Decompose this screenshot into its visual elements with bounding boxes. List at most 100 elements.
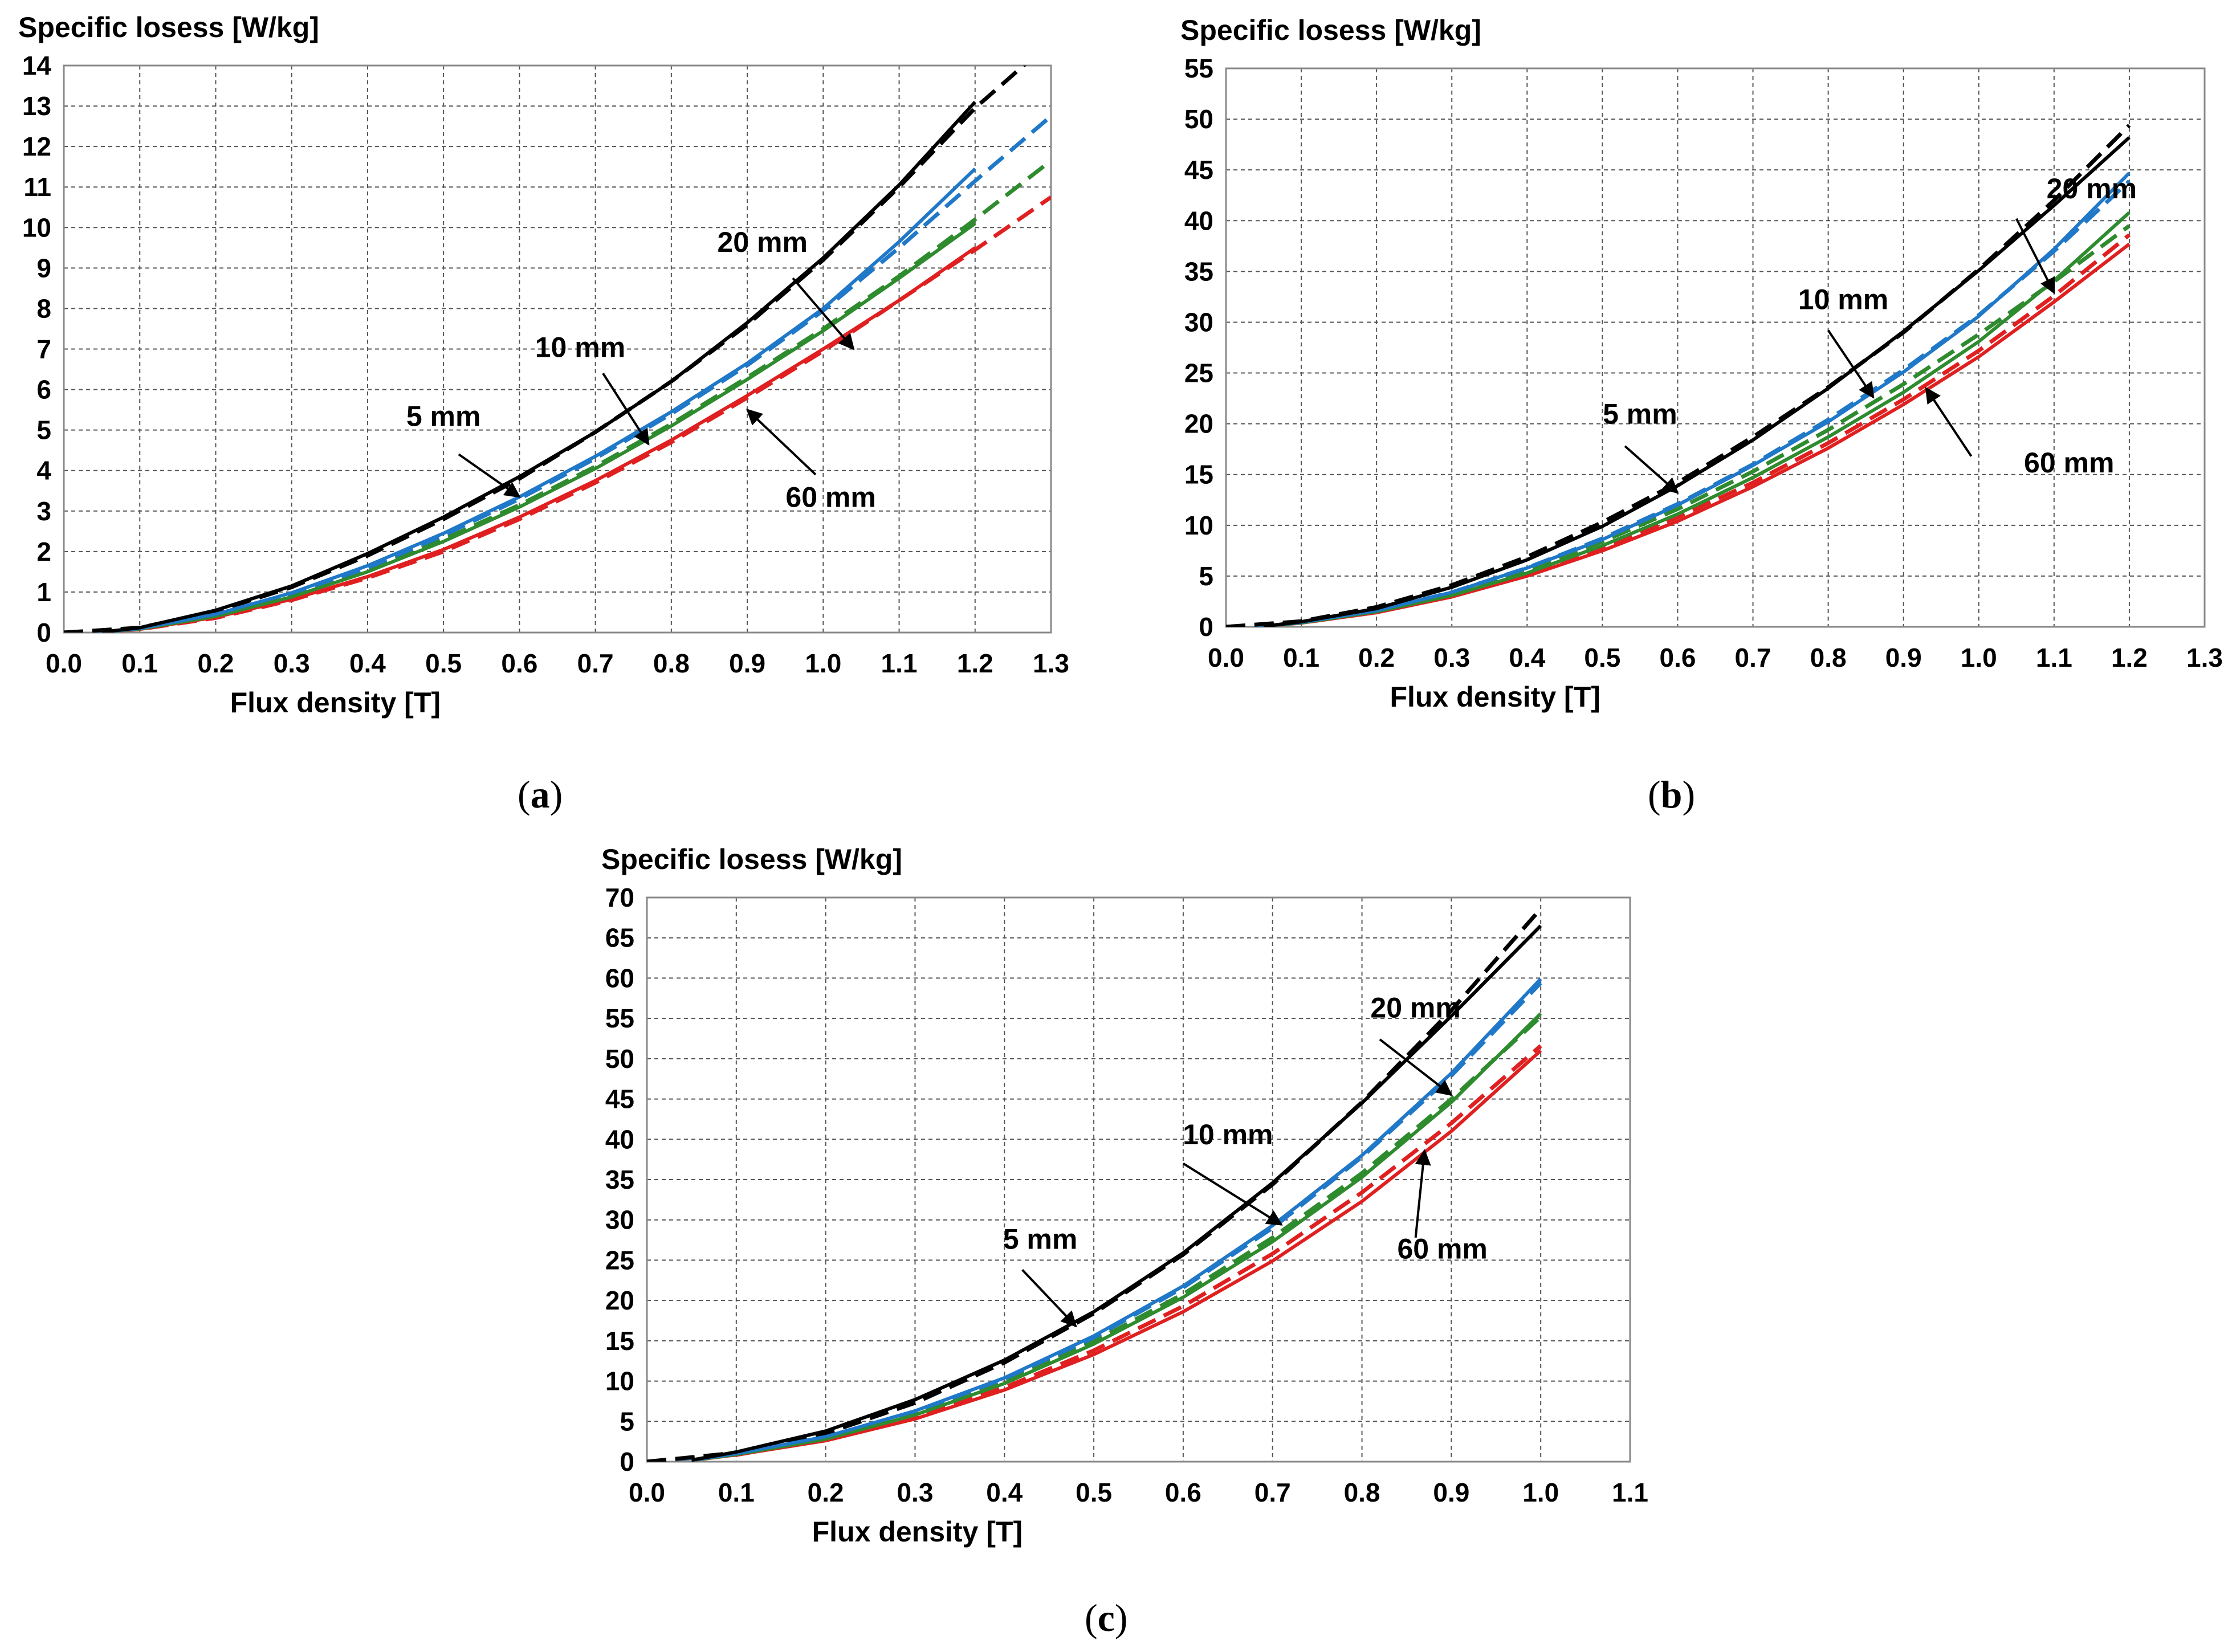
- x-tick-label: 0.5: [425, 648, 462, 678]
- x-tick-label: 0.6: [1165, 1478, 1201, 1507]
- series-line-20-mm-measured: [101, 222, 976, 633]
- chart-panel-b: 0.0 0.1 0.2 0.3 0.4 0.5 0.6 0.7 0.8 0.9 1.0 1.1 1.2 1…: [1180, 14, 2223, 713]
- x-tick-label: 0.9: [729, 648, 765, 678]
- y-tick-label: 13: [22, 91, 51, 121]
- x-tick-label: 1.0: [1522, 1478, 1559, 1507]
- y-tick-label: 55: [605, 1004, 634, 1033]
- x-axis-title: Flux density [T]: [812, 1516, 1023, 1548]
- series-line-5-mm-measured: [691, 924, 1542, 1462]
- panel-caption-a: (a): [518, 773, 563, 816]
- y-tick-label: 3: [36, 496, 51, 526]
- plot-area: [1226, 68, 2205, 627]
- annotation-arrow-60-mm: [746, 409, 817, 476]
- y-tick-label: 25: [605, 1245, 634, 1275]
- series-line-10-mm-measured: [691, 977, 1542, 1462]
- annotation-label-10-mm: 10 mm: [535, 332, 625, 364]
- y-tick-label: 50: [605, 1044, 634, 1074]
- y-tick-label: 30: [605, 1205, 634, 1235]
- x-axis-title: Flux density [T]: [1390, 681, 1600, 713]
- annotation-arrow-20-mm: [2015, 218, 2055, 295]
- series-line-20-mm-calculated: [64, 159, 1051, 633]
- plot-frame: [1225, 67, 2206, 628]
- y-tick-label: 10: [605, 1367, 634, 1396]
- y-tick-label: 70: [605, 883, 634, 912]
- x-tick-label: 0.0: [629, 1478, 665, 1507]
- x-tick-label: 1.1: [1612, 1478, 1648, 1507]
- x-tick-label: 0.2: [808, 1478, 844, 1507]
- y-tick-label: 0: [36, 618, 51, 647]
- annotation-arrow-5-mm: [458, 453, 521, 498]
- annotation-label-60-mm: 60 mm: [2024, 447, 2114, 479]
- y-tick-label: 1: [36, 577, 51, 607]
- x-tick-label: 0.7: [577, 648, 614, 678]
- plot-frame: [646, 896, 1631, 1463]
- y-tick-label: 15: [1184, 460, 1213, 490]
- x-tick-label: 0.3: [897, 1478, 933, 1507]
- x-tick-label: 0.0: [1208, 643, 1244, 672]
- x-tick-label: 0.9: [1885, 643, 1922, 672]
- x-tick-label: 0.8: [1810, 643, 1847, 672]
- x-axis-title: Flux density [T]: [230, 687, 441, 719]
- x-tick-label: 0.1: [718, 1478, 755, 1507]
- annotation-arrow-5-mm: [1624, 445, 1679, 494]
- y-tick-label: 6: [36, 375, 51, 405]
- x-tick-label: 0.4: [349, 648, 386, 678]
- annotation-arrow-60-mm: [1925, 386, 1973, 457]
- y-tick-label: 5: [620, 1406, 634, 1436]
- y-tick-label: 50: [1184, 104, 1213, 134]
- x-tick-label: 0.8: [653, 648, 690, 678]
- y-tick-label: 40: [1184, 206, 1213, 235]
- y-tick-label: 12: [22, 132, 51, 161]
- y-tick-label: 20: [605, 1286, 634, 1315]
- x-tick-label: 0.5: [1584, 643, 1620, 672]
- annotation-label-5-mm: 5 mm: [1603, 398, 1677, 430]
- plot-frame: [63, 64, 1052, 634]
- annotation-arrow-10-mm: [1182, 1162, 1283, 1226]
- x-tick-label: 1.2: [2111, 643, 2148, 672]
- x-tick-label: 0.6: [501, 648, 537, 678]
- annotation-arrow-20-mm: [1379, 1038, 1453, 1096]
- annotation-label-20-mm: 20 mm: [1370, 992, 1460, 1024]
- annotation-arrow-10-mm: [602, 373, 650, 446]
- x-tick-label: 1.1: [2036, 643, 2072, 672]
- series-line-10-mm-calculated: [64, 115, 1051, 633]
- x-tick-label: 0.9: [1433, 1478, 1469, 1507]
- x-tick-label: 0.7: [1735, 643, 1771, 672]
- y-axis-title: Specific losess [W/kg]: [18, 11, 319, 43]
- y-tick-label: 35: [605, 1165, 634, 1194]
- x-tick-label: 1.1: [881, 648, 918, 678]
- y-axis-title: Specific losess [W/kg]: [1180, 14, 1481, 46]
- y-tick-label: 5: [1199, 561, 1213, 591]
- y-tick-label: 0: [1199, 612, 1213, 642]
- x-tick-label: 1.3: [2186, 643, 2223, 672]
- annotation-label-5-mm: 5 mm: [406, 401, 481, 433]
- x-tick-label: 0.7: [1254, 1478, 1291, 1507]
- y-tick-label: 10: [22, 213, 51, 242]
- y-tick-label: 14: [22, 51, 52, 80]
- x-tick-label: 0.4: [1509, 643, 1545, 672]
- annotation-arrow-5-mm: [1021, 1269, 1077, 1328]
- annotation-arrow-10-mm: [1827, 329, 1875, 399]
- y-tick-label: 10: [1184, 511, 1213, 540]
- x-tick-label: 1.2: [957, 648, 993, 678]
- series-line-5-mm-calculated: [647, 907, 1542, 1462]
- annotation-label-20-mm: 20 mm: [718, 226, 808, 258]
- x-tick-label: 0.1: [1283, 643, 1319, 672]
- y-tick-label: 20: [1184, 409, 1213, 439]
- x-tick-label: 0.1: [121, 648, 158, 678]
- series-line-10-mm-measured: [1263, 172, 2131, 627]
- y-tick-label: 35: [1184, 256, 1213, 286]
- y-tick-label: 0: [620, 1447, 634, 1476]
- chart-panel-c: 0.0 0.1 0.2 0.3 0.4 0.5 0.6 0.7 0.8 0.9 1.0 1.1 0 5 10…: [601, 843, 1648, 1548]
- x-tick-label: 0.2: [1358, 643, 1395, 672]
- annotation-label-60-mm: 60 mm: [1397, 1233, 1487, 1265]
- y-tick-label: 15: [605, 1326, 634, 1356]
- x-tick-label: 0.4: [986, 1478, 1023, 1507]
- y-tick-label: 2: [36, 537, 51, 566]
- y-tick-label: 4: [36, 456, 51, 486]
- annotation-arrow-60-mm: [1414, 1149, 1431, 1238]
- x-tick-label: 1.0: [805, 648, 841, 678]
- panel-caption-b: (b): [1648, 773, 1696, 816]
- x-tick-label: 0.2: [197, 648, 234, 678]
- x-tick-label: 0.8: [1344, 1478, 1380, 1507]
